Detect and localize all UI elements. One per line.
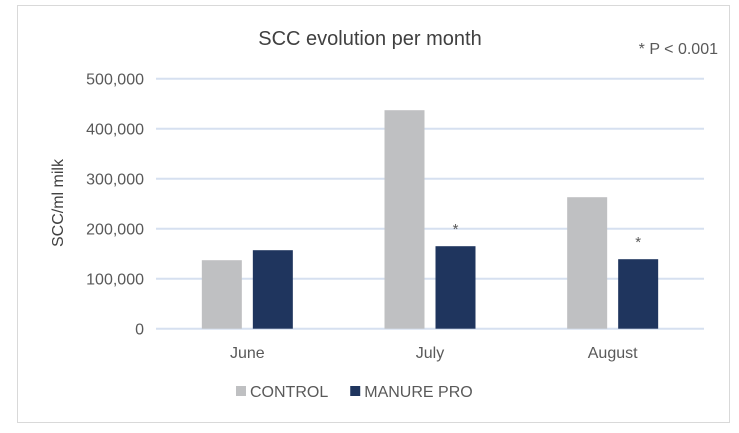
y-tick-label: 0 xyxy=(135,322,144,339)
y-tick-label: 500,000 xyxy=(86,72,144,89)
significance-note: * P < 0.001 xyxy=(639,41,718,58)
chart-frame xyxy=(17,5,730,423)
y-tick-label: 200,000 xyxy=(86,222,144,239)
bar-control-august xyxy=(567,197,608,329)
bar-manure-pro-june xyxy=(252,250,293,329)
x-tick-label: June xyxy=(230,345,265,362)
bar-manure-pro-august xyxy=(618,259,659,329)
x-tick-label: August xyxy=(588,345,638,362)
y-axis-label: SCC/ml milk xyxy=(50,158,67,247)
significance-marker: * xyxy=(635,234,641,251)
legend-label: MANURE PRO xyxy=(364,384,472,401)
chart-title: SCC evolution per month xyxy=(258,28,481,50)
legend-label: CONTROL xyxy=(250,384,328,401)
legend-swatch xyxy=(236,386,246,396)
x-tick-label: July xyxy=(416,345,444,362)
y-tick-label: 400,000 xyxy=(86,122,144,139)
y-tick-label: 100,000 xyxy=(86,272,144,289)
bar-manure-pro-july xyxy=(435,246,476,329)
bar-control-june xyxy=(201,260,242,329)
significance-marker: * xyxy=(453,221,459,238)
bar-control-july xyxy=(384,110,425,329)
y-tick-label: 300,000 xyxy=(86,172,144,189)
legend-swatch xyxy=(350,386,361,396)
